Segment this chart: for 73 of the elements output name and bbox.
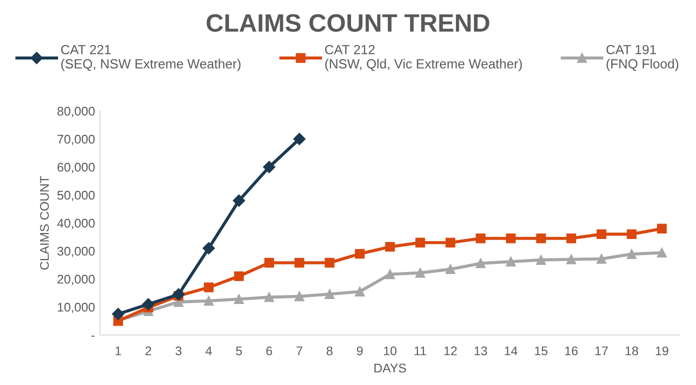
point [264, 258, 274, 268]
x-tick-label: 1 [116, 346, 121, 356]
x-tick-label: 16 [565, 346, 578, 356]
point [234, 271, 244, 282]
point [204, 296, 214, 306]
point [232, 194, 246, 207]
legend-label: CAT 191 (FNQ Flood) [606, 44, 678, 72]
point [626, 249, 637, 259]
point [385, 269, 395, 280]
point [596, 229, 606, 240]
point [506, 256, 516, 266]
point [506, 234, 516, 244]
point [142, 298, 154, 310]
x-tick-label: 7 [296, 346, 302, 356]
point [385, 242, 395, 252]
point [234, 294, 244, 304]
x-tick-label: 19 [656, 346, 668, 356]
point [112, 308, 124, 320]
point [172, 288, 185, 300]
x-tick-label: 11 [414, 346, 426, 356]
point [324, 289, 334, 299]
x-tick-label: 18 [626, 346, 638, 356]
point [446, 264, 456, 274]
point [202, 242, 215, 254]
point [204, 282, 214, 292]
x-tick-label: 14 [504, 346, 518, 356]
point [415, 268, 426, 278]
x-axis-title: DAYS [374, 364, 406, 372]
point [476, 258, 486, 268]
x-tick-label: 13 [474, 346, 488, 356]
x-tick-label: 12 [444, 346, 457, 356]
point [536, 234, 546, 244]
point [626, 229, 637, 240]
point [263, 160, 276, 174]
y-tick-label: 60,000 [58, 162, 95, 174]
point [536, 255, 546, 265]
legend-label: CAT 221 (SEQ, NSW Extreme Weather) [61, 44, 240, 72]
legend-label: CAT 212 (NSW, Qld, Vic Extreme Weather) [325, 44, 522, 72]
point [476, 234, 486, 244]
point [657, 224, 667, 234]
x-tick-label: 6 [266, 346, 272, 356]
chart-title: CLAIMS COUNT TREND [206, 14, 490, 32]
point [566, 254, 576, 264]
point [293, 132, 306, 146]
point [596, 254, 606, 264]
point [294, 258, 304, 268]
point [566, 234, 576, 244]
point [264, 292, 274, 302]
y-tick-label: 30,000 [57, 246, 95, 258]
y-tick-label: 20,000 [58, 274, 95, 286]
y-tick-label: 10,000 [58, 302, 95, 314]
point [354, 248, 365, 259]
y-tick-label: 80,000 [57, 106, 95, 118]
point [324, 258, 334, 268]
x-tick-label: 2 [145, 346, 152, 356]
point [354, 286, 365, 296]
x-tick-label: 10 [384, 346, 396, 356]
x-tick-label: 17 [595, 346, 608, 356]
y-tick-label: - [92, 336, 95, 337]
point [657, 248, 667, 258]
x-tick-label: 8 [326, 346, 333, 356]
x-tick-label: 4 [206, 346, 212, 356]
x-tick-label: 3 [176, 346, 182, 356]
y-tick-label: 50,000 [57, 190, 95, 202]
y-axis-title: CLAIMS COUNT [40, 176, 49, 270]
x-tick-label: 9 [356, 346, 363, 356]
point [415, 238, 426, 248]
x-tick-label: 15 [535, 346, 548, 356]
x-tick-label: 5 [236, 346, 242, 356]
point [446, 238, 456, 248]
y-tick-label: 40,000 [57, 218, 95, 230]
y-tick-label: 70,000 [58, 134, 95, 146]
point [294, 292, 304, 302]
